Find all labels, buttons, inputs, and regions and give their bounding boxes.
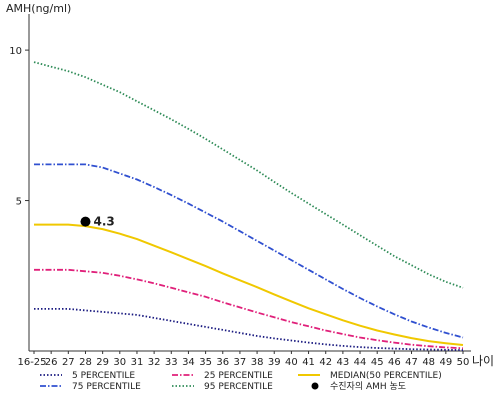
legend-label: 75 PERCENTILE xyxy=(72,382,141,392)
patient-marker-label: 4.3 xyxy=(93,215,114,229)
legend: 5 PERCENTILE 25 PERCENTILE MEDIAN(50 PERCE… xyxy=(40,371,442,392)
series-line-75-percentile xyxy=(34,163,464,339)
x-tick-label: 35 xyxy=(199,357,212,368)
x-tick-label: 31 xyxy=(131,357,144,368)
legend-item-marker: 수진자의 AMH 농도 xyxy=(311,381,406,392)
x-tick-label: 33 xyxy=(165,357,178,368)
legend-label: 25 PERCENTILE xyxy=(204,371,273,381)
patient-marker-dot xyxy=(80,216,91,227)
x-tick-label: 32 xyxy=(148,357,161,368)
x-tick-label: 29 xyxy=(96,357,109,368)
x-tick-label: 27 xyxy=(62,357,75,368)
x-tick-label: 30 xyxy=(113,357,126,368)
legend-label: 95 PERCENTILE xyxy=(204,382,273,392)
axes xyxy=(28,14,471,352)
x-tick-label: 38 xyxy=(251,357,264,368)
x-tick-label: 26 xyxy=(45,357,58,368)
y-tick-label: 5 xyxy=(16,197,22,208)
legend-item: 75 PERCENTILE xyxy=(40,382,141,392)
y-axis-label: AMH(ng/ml) xyxy=(6,2,71,15)
legend-label: 5 PERCENTILE xyxy=(72,371,135,381)
legend-item: MEDIAN(50 PERCENTILE) xyxy=(298,371,442,381)
series-line-25-percentile xyxy=(34,268,464,350)
x-tick-label: 45 xyxy=(371,357,384,368)
x-tick-label: 49 xyxy=(439,357,452,368)
x-tick-label: 44 xyxy=(354,357,367,368)
legend-item: 25 PERCENTILE xyxy=(172,371,273,381)
x-tick-label: 39 xyxy=(268,357,281,368)
x-tick-label: 40 xyxy=(285,357,298,368)
legend-label: 수진자의 AMH 농도 xyxy=(330,381,406,392)
x-tick-label: 28 xyxy=(79,357,92,368)
legend-marker-dot xyxy=(311,382,319,390)
x-tick-label: 36 xyxy=(216,357,229,368)
legend-item: 5 PERCENTILE xyxy=(40,371,135,381)
series-line-95-percentile xyxy=(33,61,464,289)
legend-item: 95 PERCENTILE xyxy=(172,382,273,392)
x-tick-label: 16-25 xyxy=(17,357,46,368)
x-tick-label: 46 xyxy=(388,357,401,368)
x-tick-label: 47 xyxy=(405,357,418,368)
y-tick-label: 10 xyxy=(9,46,22,57)
x-tick-label: 48 xyxy=(422,357,435,368)
x-tick-label: 37 xyxy=(234,357,247,368)
x-tick-label: 50 xyxy=(457,357,470,368)
y-ticks: 10 5 xyxy=(9,46,29,208)
legend-label: MEDIAN(50 PERCENTILE) xyxy=(330,371,442,381)
patient-marker: 4.3 xyxy=(80,215,115,229)
x-tick-label: 41 xyxy=(302,357,315,368)
series-line-median-50-percentile xyxy=(34,223,464,346)
x-tick-label: 43 xyxy=(337,357,350,368)
x-tick-label: 42 xyxy=(319,357,332,368)
series-lines xyxy=(33,61,464,351)
x-tick-label: 34 xyxy=(182,357,195,368)
x-axis-label: 나이 xyxy=(472,354,494,368)
